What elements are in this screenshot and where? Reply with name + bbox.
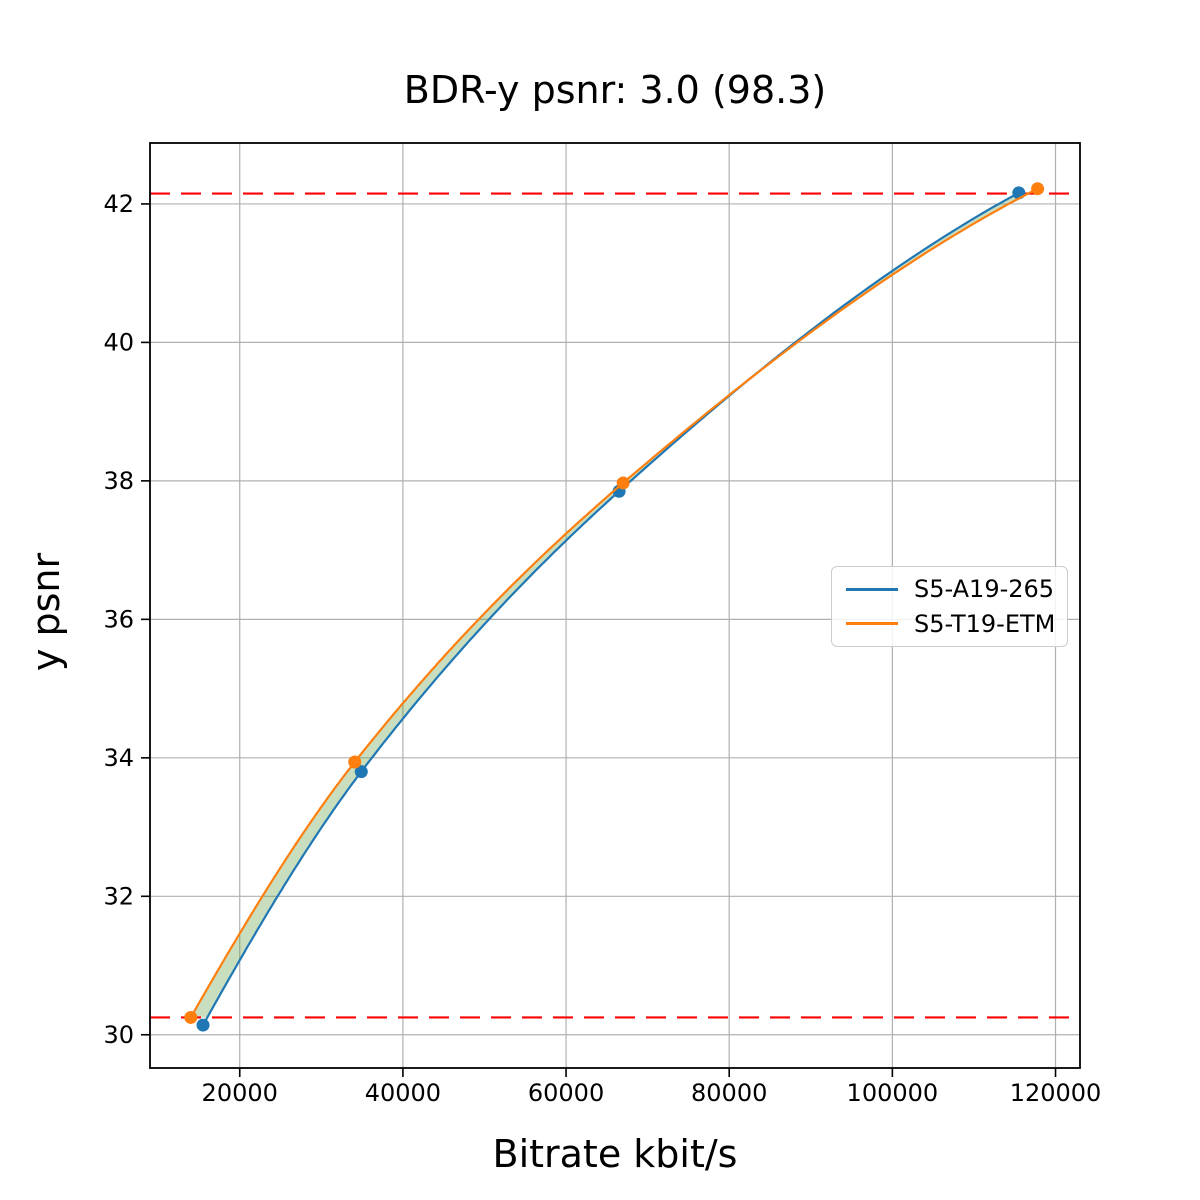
y-tick-label: 40 — [103, 328, 134, 356]
series-line-s5-t19-etm — [189, 187, 1039, 1019]
series-point-s5-a19-265 — [196, 1018, 210, 1032]
y-tick-label: 30 — [103, 1021, 134, 1049]
x-tick-label: 60000 — [528, 1079, 604, 1107]
y-tick-label: 38 — [103, 467, 134, 495]
y-tick-label: 36 — [103, 605, 134, 633]
legend-line-sample-icon — [846, 587, 898, 591]
series-point-s5-t19-etm — [184, 1010, 198, 1024]
x-tick-label: 20000 — [202, 1079, 278, 1107]
legend-label: S5-A19-265 — [914, 575, 1055, 604]
plot-border — [149, 142, 1081, 1069]
series-point-s5-a19-265 — [354, 765, 368, 779]
x-tick-label: 100000 — [847, 1079, 939, 1107]
series-line-s5-a19-265 — [202, 191, 1020, 1026]
series-point-s5-t19-etm — [616, 476, 630, 490]
x-tick-label: 80000 — [691, 1079, 767, 1107]
series-point-s5-t19-etm — [1031, 182, 1045, 196]
chart-title: BDR-y psnr: 3.0 (98.3) — [403, 68, 827, 112]
y-tick-label: 42 — [103, 190, 134, 218]
legend-entry-s5-a19-265: S5-A19-265 — [846, 572, 1057, 606]
x-axis-label: Bitrate kbit/s — [492, 1132, 738, 1176]
series-point-s5-t19-etm — [348, 755, 362, 769]
legend-label: S5-T19-ETM — [914, 609, 1056, 638]
legend-line-sample-icon — [846, 622, 898, 626]
y-tick-label: 32 — [103, 882, 134, 910]
legend: S5-A19-265 S5-T19-ETM — [831, 566, 1068, 647]
y-axis-label: y psnr — [24, 552, 68, 672]
x-tick-label: 120000 — [1010, 1079, 1102, 1107]
y-tick-label: 34 — [103, 744, 134, 772]
legend-entry-s5-t19-etm: S5-T19-ETM — [846, 607, 1057, 641]
x-tick-label: 40000 — [365, 1079, 441, 1107]
